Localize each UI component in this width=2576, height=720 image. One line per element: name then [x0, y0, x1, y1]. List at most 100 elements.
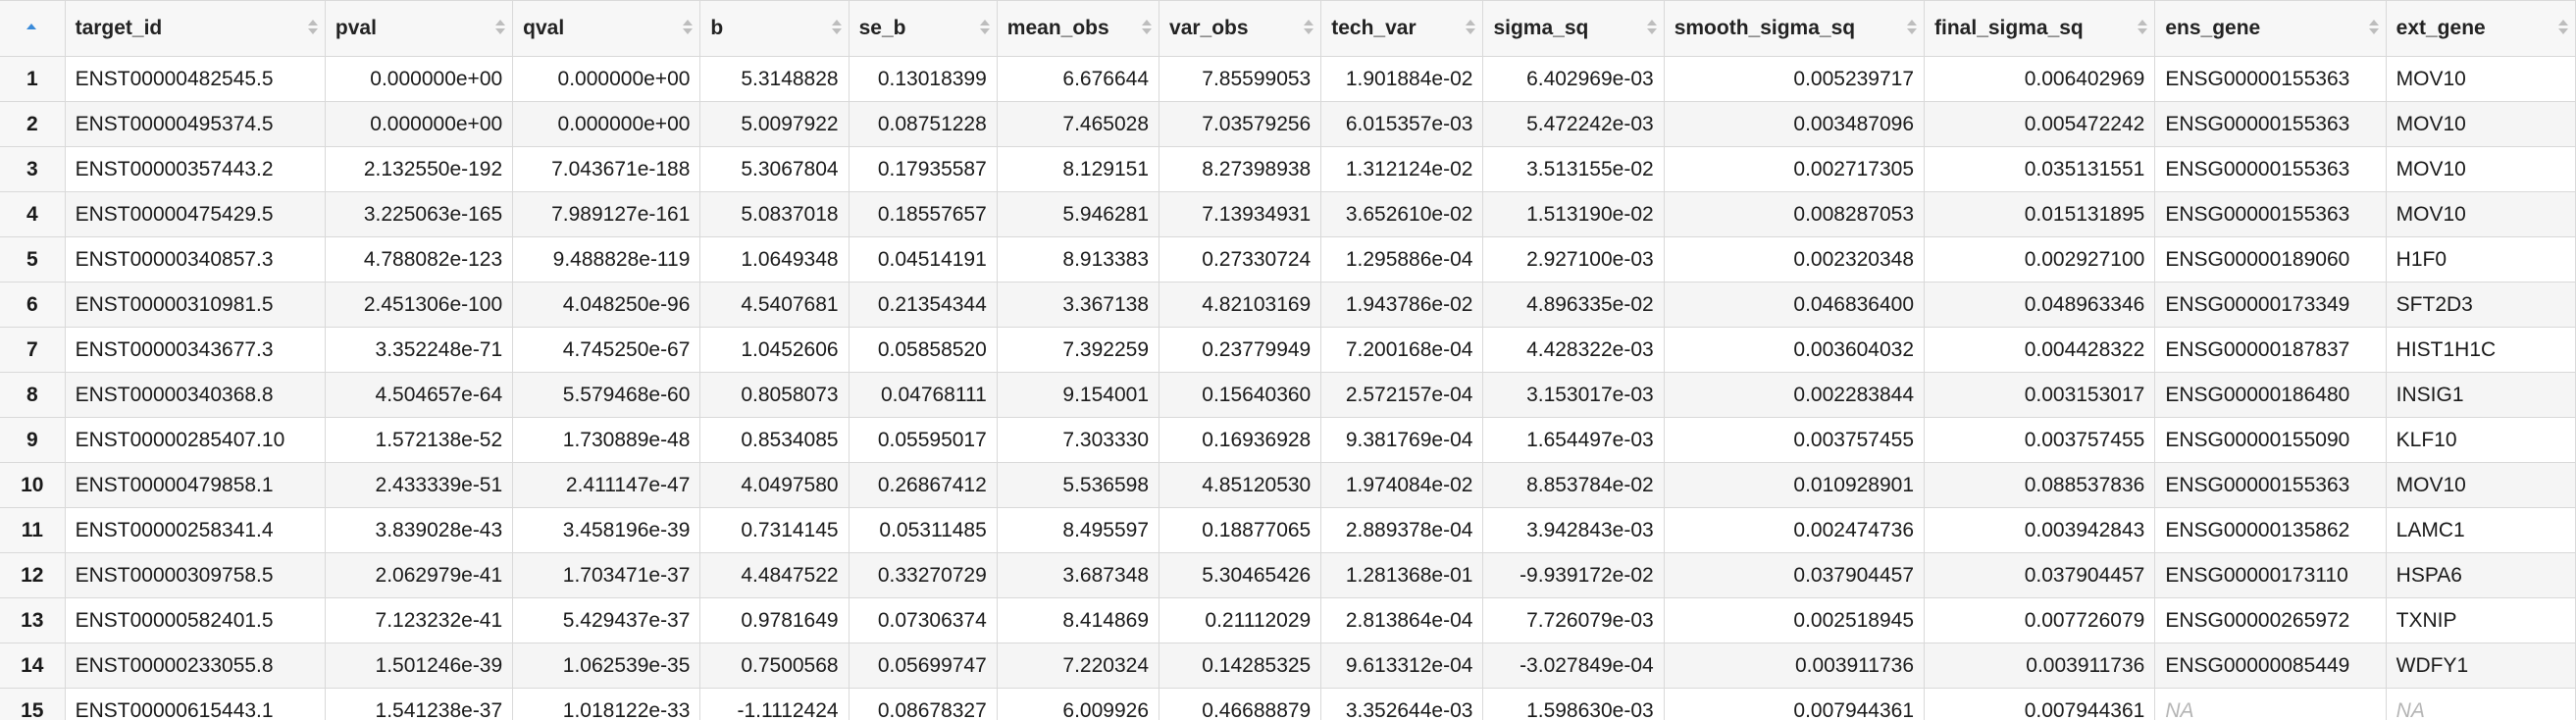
sort-toggle-icon[interactable] — [979, 15, 990, 38]
cell-final-sigma-sq: 0.048963346 — [1924, 282, 2156, 328]
cell-qval: 5.429437e-37 — [512, 597, 701, 643]
cell-ens-gene: ENSG00000155090 — [2154, 417, 2387, 463]
cell-ext-gene: MOV10 — [2386, 191, 2576, 237]
row-number: 14 — [0, 643, 66, 689]
cell-se-b: 0.04768111 — [849, 372, 998, 418]
column-header-label: ext_gene — [2396, 17, 2486, 39]
cell-b: 5.0837018 — [699, 191, 850, 237]
sort-toggle-icon[interactable] — [1906, 15, 1918, 38]
column-header-sigma-sq[interactable]: sigma_sq — [1482, 0, 1665, 57]
cell-sigma-sq: -9.939172e-02 — [1482, 552, 1665, 598]
cell-final-sigma-sq: 0.007726079 — [1924, 597, 2156, 643]
cell-smooth-sigma-sq: 0.003487096 — [1664, 101, 1926, 147]
row-number: 4 — [0, 191, 66, 237]
column-header-label: se_b — [858, 17, 906, 39]
cell-b: 4.5407681 — [699, 282, 850, 328]
cell-mean-obs: 5.536598 — [997, 462, 1160, 508]
table-row: 1 ENST00000482545.5 0.000000e+00 0.000000e+… — [0, 56, 2576, 102]
column-header-smooth-sigma-sq[interactable]: smooth_sigma_sq — [1664, 0, 1926, 57]
cell-se-b: 0.05699747 — [849, 643, 998, 689]
cell-b: -1.1112424 — [699, 688, 850, 720]
cell-b: 0.8534085 — [699, 417, 850, 463]
cell-mean-obs: 7.392259 — [997, 327, 1160, 373]
cell-b: 5.0097922 — [699, 101, 850, 147]
cell-ens-gene: ENSG00000187837 — [2154, 327, 2387, 373]
cell-smooth-sigma-sq: 0.002474736 — [1664, 507, 1926, 553]
cell-var-obs: 7.13934931 — [1159, 191, 1322, 237]
sort-toggle-icon[interactable] — [1465, 15, 1476, 38]
row-number: 11 — [0, 507, 66, 553]
table-row: 12 ENST00000309758.5 2.062979e-41 1.703471e… — [0, 552, 2576, 598]
sort-toggle-icon[interactable] — [2137, 15, 2148, 38]
sort-toggle-icon[interactable] — [831, 15, 842, 38]
table-row: 13 ENST00000582401.5 7.123232e-41 5.429437e… — [0, 597, 2576, 643]
sort-toggle-icon[interactable] — [1646, 15, 1657, 38]
cell-se-b: 0.26867412 — [849, 462, 998, 508]
cell-smooth-sigma-sq: 0.005239717 — [1664, 56, 1926, 102]
column-header-label: mean_obs — [1006, 17, 1109, 39]
cell-mean-obs: 6.676644 — [997, 56, 1160, 102]
cell-se-b: 0.05595017 — [849, 417, 998, 463]
row-number: 13 — [0, 597, 66, 643]
sort-toggle-icon[interactable] — [2557, 15, 2568, 38]
cell-ext-gene: LAMC1 — [2386, 507, 2576, 553]
cell-ens-gene: ENSG00000155363 — [2154, 56, 2387, 102]
cell-qval: 4.048250e-96 — [512, 282, 701, 328]
cell-qval: 4.745250e-67 — [512, 327, 701, 373]
cell-ext-gene: INSIG1 — [2386, 372, 2576, 418]
sort-toggle-icon[interactable] — [307, 15, 318, 38]
cell-ext-gene: SFT2D3 — [2386, 282, 2576, 328]
column-header-var-obs[interactable]: var_obs — [1159, 0, 1322, 57]
cell-qval: 5.579468e-60 — [512, 372, 701, 418]
cell-target-id: ENST00000340857.3 — [65, 236, 326, 283]
sort-toggle-icon[interactable] — [1303, 15, 1314, 38]
cell-ext-gene: KLF10 — [2386, 417, 2576, 463]
sort-toggle-icon[interactable] — [2368, 15, 2379, 38]
column-header-target-id[interactable]: target_id — [65, 0, 326, 57]
cell-b: 0.9781649 — [699, 597, 850, 643]
cell-qval: 9.488828e-119 — [512, 236, 701, 283]
cell-se-b: 0.05311485 — [849, 507, 998, 553]
cell-pval: 1.541238e-37 — [325, 688, 514, 720]
column-header-tech-var[interactable]: tech_var — [1320, 0, 1484, 57]
cell-tech-var: 1.943786e-02 — [1320, 282, 1484, 328]
column-header-se-b[interactable]: se_b — [849, 0, 998, 57]
cell-smooth-sigma-sq: 0.010928901 — [1664, 462, 1926, 508]
cell-sigma-sq: 3.153017e-03 — [1482, 372, 1665, 418]
cell-var-obs: 0.14285325 — [1159, 643, 1322, 689]
cell-smooth-sigma-sq: 0.003757455 — [1664, 417, 1926, 463]
cell-tech-var: 3.652610e-02 — [1320, 191, 1484, 237]
row-number: 5 — [0, 236, 66, 283]
sort-toggle-icon[interactable] — [682, 15, 694, 38]
row-number: 15 — [0, 688, 66, 720]
column-header-ens-gene[interactable]: ens_gene — [2154, 0, 2387, 57]
column-header-qval[interactable]: qval — [512, 0, 701, 57]
column-header-label: b — [710, 17, 724, 39]
cell-ens-gene: ENSG00000186480 — [2154, 372, 2387, 418]
cell-sigma-sq: 1.654497e-03 — [1482, 417, 1665, 463]
cell-pval: 2.451306e-100 — [325, 282, 514, 328]
cell-tech-var: 9.381769e-04 — [1320, 417, 1484, 463]
column-header-ext-gene[interactable]: ext_gene — [2386, 0, 2576, 57]
sort-toggle-icon[interactable] — [1141, 15, 1153, 38]
row-number-header[interactable] — [0, 0, 66, 57]
cell-mean-obs: 3.367138 — [997, 282, 1160, 328]
cell-final-sigma-sq: 0.004428322 — [1924, 327, 2156, 373]
cell-var-obs: 7.03579256 — [1159, 101, 1322, 147]
cell-ext-gene: NA — [2386, 688, 2576, 720]
cell-sigma-sq: 8.853784e-02 — [1482, 462, 1665, 508]
cell-b: 4.4847522 — [699, 552, 850, 598]
column-header-b[interactable]: b — [699, 0, 850, 57]
column-header-mean-obs[interactable]: mean_obs — [997, 0, 1160, 57]
cell-smooth-sigma-sq: 0.007944361 — [1664, 688, 1926, 720]
cell-final-sigma-sq: 0.003153017 — [1924, 372, 2156, 418]
cell-qval: 0.000000e+00 — [512, 56, 701, 102]
table-row: 11 ENST00000258341.4 3.839028e-43 3.458196e… — [0, 507, 2576, 553]
sort-toggle-icon[interactable] — [494, 15, 506, 38]
column-header-final-sigma-sq[interactable]: final_sigma_sq — [1924, 0, 2156, 57]
column-header-pval[interactable]: pval — [325, 0, 514, 57]
cell-b: 5.3148828 — [699, 56, 850, 102]
cell-var-obs: 4.82103169 — [1159, 282, 1322, 328]
table-row: 14 ENST00000233055.8 1.501246e-39 1.062539e… — [0, 643, 2576, 689]
